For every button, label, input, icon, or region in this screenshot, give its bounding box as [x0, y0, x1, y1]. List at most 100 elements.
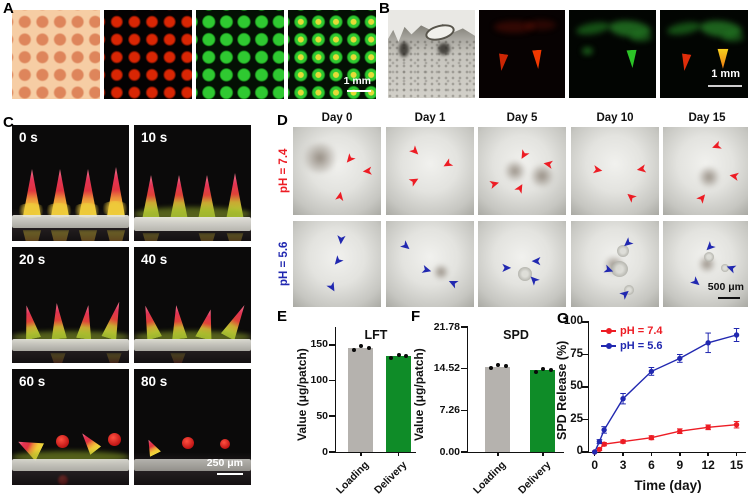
needle-reflection: [196, 233, 218, 241]
bar-chart-lft: Value (μg/patch) LFT 0 50 100 150 Loading Del…: [288, 310, 428, 495]
y-tick-mark: [329, 379, 336, 382]
data-point: [548, 367, 553, 372]
green-wisp: [629, 32, 652, 42]
y-tick-label: 150: [310, 338, 328, 351]
microneedle-remnant: [220, 439, 230, 449]
shadow-smudge: [502, 160, 527, 183]
data-point: [533, 369, 538, 374]
x-tick-label: 0: [591, 458, 599, 472]
x-tick-label: 12: [701, 458, 715, 472]
day-label: Day 1: [414, 112, 446, 124]
red-wisp: [494, 21, 535, 34]
needle-remnant: [518, 267, 533, 282]
arrow-icon: ➤: [439, 154, 457, 173]
legend-label: pH = 5.6: [620, 339, 663, 352]
data-point: [596, 446, 603, 453]
data-point: [620, 438, 626, 445]
arrow-icon: ➤: [686, 273, 705, 292]
shadow-smudge: [697, 165, 721, 188]
plot-area: LFT 0 50 100 150 Loading Delivery: [310, 327, 416, 495]
x-axis-title: Time (day): [634, 478, 702, 493]
x-tick-mark: [622, 452, 624, 456]
scale-bar-b: [708, 84, 742, 87]
y-tick-mark: [461, 326, 468, 328]
y-tick-label: 75: [570, 347, 583, 360]
arrow-icon: ➤: [340, 149, 359, 168]
orange-needle-trace: [717, 48, 729, 69]
skin-surface: [134, 459, 251, 471]
bar-loading: [348, 347, 374, 452]
shadow-smudge: [431, 264, 450, 280]
y-tick-label: 0: [322, 445, 328, 458]
shadow-smudge: [300, 142, 341, 173]
needle-base: [100, 201, 129, 216]
needle-reflection: [58, 475, 68, 485]
microneedle-remnant: [182, 437, 194, 449]
data-point: [396, 352, 401, 357]
arrow-icon: ➤: [530, 252, 542, 268]
green-needle-trace: [624, 49, 639, 68]
scale-bar-label-d: 500 μm: [707, 281, 744, 293]
degradation-ph74-day10: ➤ ➤ ➤: [571, 127, 659, 215]
degradation-ph74-day1: ➤ ➤ ➤: [386, 127, 474, 215]
data-point: [389, 356, 394, 361]
micrograph-a-merged: 1 mm: [288, 10, 376, 99]
data-point: [488, 365, 493, 370]
arrow-icon: ➤: [405, 141, 424, 161]
micrograph-b-red-fluorescence: [479, 10, 565, 98]
timelapse-0s: 0 s: [12, 125, 129, 241]
red-needle-trace: [530, 50, 544, 70]
y-tick-mark: [329, 451, 336, 453]
legend-dot-swatch: [605, 342, 612, 349]
needle-base: [16, 203, 46, 218]
ph-label-7-4: pH = 7.4: [278, 148, 290, 194]
category-label: Delivery: [371, 459, 409, 495]
micrograph-b-histology: [388, 10, 475, 98]
bar-delivery: [530, 369, 556, 452]
timelapse-20s: 20 s: [12, 247, 129, 363]
y-tick-label: 50: [316, 409, 328, 422]
panel-label-e: E: [277, 308, 288, 325]
panel-label-a: A: [3, 0, 14, 17]
data-point: [733, 422, 740, 428]
x-tick-mark: [496, 452, 499, 456]
x-tick-mark: [735, 452, 738, 456]
arrow-icon: ➤: [700, 237, 719, 256]
data-point: [404, 354, 409, 359]
panel-label-c: C: [3, 114, 14, 131]
legend: pH = 7.4 pH = 5.6: [601, 323, 663, 353]
skin-surface: [12, 339, 129, 351]
tissue-dark-spot: [399, 41, 410, 57]
timepoint-label: 80 s: [141, 374, 168, 389]
degradation-ph56-day5: ➤ ➤ ➤: [478, 221, 566, 307]
arrow-icon: ➤: [708, 136, 724, 155]
needle-reflection: [168, 353, 188, 363]
arrow-icon: ➤: [500, 261, 512, 277]
needle-cone: [611, 145, 627, 166]
data-point: [496, 363, 501, 368]
x-tick-mark: [542, 452, 544, 456]
category-label: Loading: [333, 459, 372, 495]
data-point: [705, 340, 711, 346]
bar-loading: [485, 366, 511, 452]
y-tick-label: 0: [576, 445, 583, 457]
skin-surface: [134, 339, 251, 351]
needle-reflection: [48, 230, 72, 241]
day-label: Day 10: [596, 112, 634, 124]
data-point: [601, 441, 607, 447]
needle-reflection: [48, 353, 68, 363]
data-point: [503, 364, 508, 369]
timepoint-label: 0 s: [19, 130, 38, 145]
y-tick-label: 25: [570, 412, 583, 425]
needle-remnant: [623, 284, 634, 295]
series-pH7.4: [591, 420, 740, 455]
data-point: [591, 449, 598, 455]
day-label: Day 5: [506, 112, 538, 124]
data-point: [677, 355, 683, 362]
green-wisp: [582, 46, 594, 55]
data-point: [677, 428, 683, 434]
scale-bar-a: [347, 89, 371, 92]
legend-line-swatch: [601, 342, 616, 349]
needle-remnant: [616, 245, 629, 258]
